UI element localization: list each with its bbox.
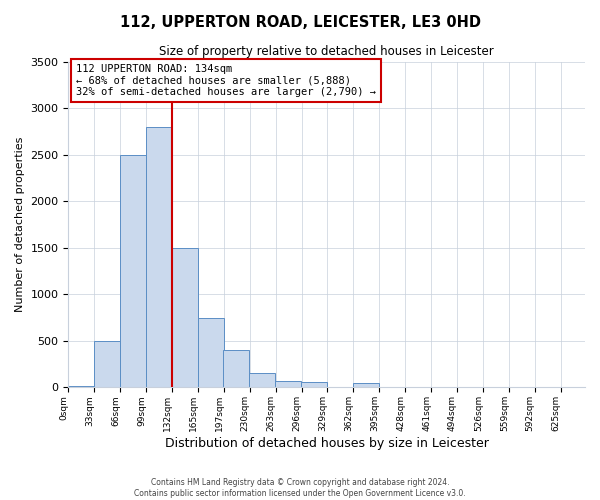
Bar — [68, 386, 94, 388]
Bar — [172, 248, 198, 388]
Bar — [146, 127, 172, 388]
Text: 112 UPPERTON ROAD: 134sqm
← 68% of detached houses are smaller (5,888)
32% of se: 112 UPPERTON ROAD: 134sqm ← 68% of detac… — [76, 64, 376, 97]
Bar — [301, 382, 327, 388]
X-axis label: Distribution of detached houses by size in Leicester: Distribution of detached houses by size … — [165, 437, 488, 450]
Bar — [249, 374, 275, 388]
Bar — [353, 383, 379, 388]
Bar — [198, 318, 224, 388]
Y-axis label: Number of detached properties: Number of detached properties — [15, 137, 25, 312]
Text: Contains HM Land Registry data © Crown copyright and database right 2024.
Contai: Contains HM Land Registry data © Crown c… — [134, 478, 466, 498]
Bar — [275, 381, 301, 388]
Bar — [94, 341, 120, 388]
Bar — [223, 350, 249, 388]
Bar — [120, 155, 146, 388]
Text: 112, UPPERTON ROAD, LEICESTER, LE3 0HD: 112, UPPERTON ROAD, LEICESTER, LE3 0HD — [119, 15, 481, 30]
Title: Size of property relative to detached houses in Leicester: Size of property relative to detached ho… — [160, 45, 494, 58]
